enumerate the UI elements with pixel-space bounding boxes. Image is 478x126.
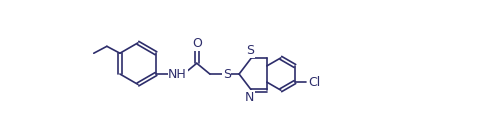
Text: S: S — [223, 68, 231, 81]
Text: Cl: Cl — [309, 76, 321, 89]
Text: S: S — [246, 44, 254, 57]
Text: N: N — [245, 91, 255, 104]
Text: NH: NH — [168, 68, 187, 81]
Text: O: O — [192, 38, 202, 51]
